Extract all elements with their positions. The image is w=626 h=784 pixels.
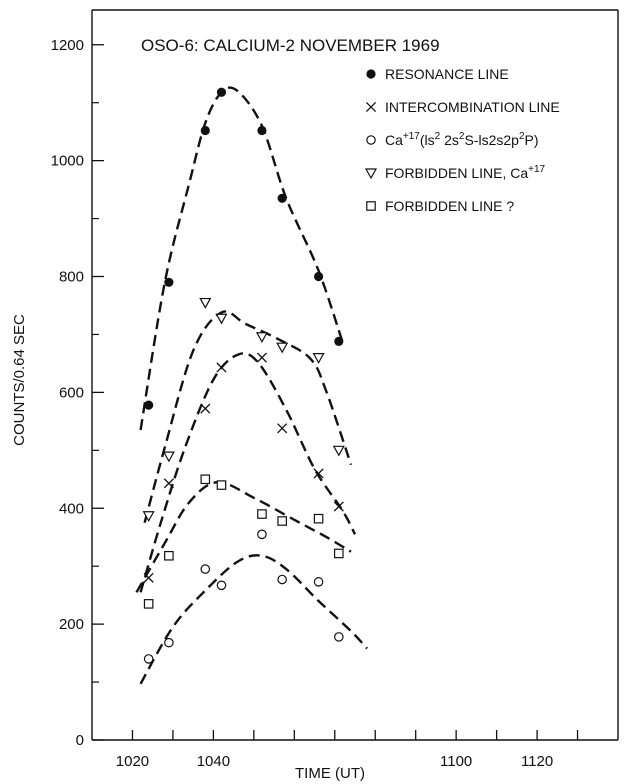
data-point-series-2 [216, 362, 227, 373]
fit-curve-series-2 [139, 352, 357, 593]
y-tick-label: 400 [59, 500, 84, 517]
data-point-series-3 [200, 564, 211, 574]
legend-label-3: Ca+17(ls2 2s2S-ls2s2p2P) [385, 131, 539, 148]
data-point-series-1 [334, 336, 344, 346]
data-point-series-3 [164, 637, 174, 648]
legend-label-5: FORBIDDEN LINE ? [385, 198, 514, 214]
data-point-series-1 [144, 400, 154, 410]
data-point-series-5 [257, 509, 267, 519]
chart-title: OSO-6: CALCIUM-2 NOVEMBER 1969 [141, 36, 440, 55]
data-point-series-2 [143, 572, 154, 583]
y-tick-label: 600 [59, 384, 84, 401]
data-point-series-5 [216, 480, 227, 490]
y-axis-label: COUNTS/0.64 SEC [11, 314, 28, 446]
data-point-series-3 [277, 574, 287, 585]
legend-marker-1 [366, 69, 376, 79]
fit-curve-series-5 [135, 480, 352, 593]
data-point-series-5 [313, 513, 324, 524]
plot-frame [91, 9, 619, 741]
legend-marker-4 [364, 168, 378, 180]
x-tick-label: 1040 [197, 753, 230, 770]
data-point-series-5 [334, 548, 344, 559]
data-point-series-3 [257, 529, 267, 540]
x-tick-label: 1100 [440, 753, 472, 770]
data-point-series-4 [215, 313, 228, 325]
data-point-series-5 [277, 516, 287, 526]
data-point-series-4 [255, 332, 268, 343]
x-tick-label: 1120 [521, 753, 553, 770]
data-point-series-5 [200, 474, 211, 485]
legend-marker-2 [365, 101, 377, 113]
data-point-series-4 [332, 445, 345, 457]
fit-curve-series-4 [143, 310, 353, 524]
y-tick-label: 1200 [51, 37, 84, 54]
data-point-series-2 [313, 468, 324, 479]
legend: RESONANCE LINE INTERCOMBINATION LINE Ca+17… [364, 66, 560, 214]
data-point-series-3 [313, 577, 324, 587]
data-point-series-1 [313, 271, 324, 282]
legend-label-1: RESONANCE LINE [385, 66, 509, 82]
y-tick-label: 200 [59, 616, 84, 633]
y-ticks: 0 200 400 600 800 1000 1200 [51, 37, 104, 749]
data-point-series-2 [256, 352, 267, 363]
x-tick-label: 1020 [116, 753, 149, 770]
data-point-series-4 [162, 451, 175, 463]
x-axis-label: TIME (UT) [295, 765, 365, 782]
y-tick-label: 1000 [51, 153, 84, 170]
data-point-series-1 [277, 193, 287, 203]
data-point-series-1 [164, 277, 174, 287]
data-point-series-3 [334, 632, 344, 642]
data-point-series-2 [277, 423, 288, 434]
y-tick-label: 800 [59, 269, 84, 286]
data-point-series-1 [216, 87, 227, 97]
data-point-series-3 [143, 654, 154, 664]
fit-curves [135, 86, 368, 685]
data-point-series-4 [199, 297, 212, 309]
data-markers [142, 87, 345, 664]
data-point-series-4 [276, 342, 289, 354]
data-point-series-5 [164, 550, 174, 561]
legend-label-4: FORBIDDEN LINE, Ca+17 [385, 164, 546, 181]
legend-label-2: INTERCOMBINATION LINE [385, 99, 560, 115]
y-tick-label: 0 [76, 732, 84, 749]
data-point-series-5 [143, 599, 154, 609]
x-ticks: 1020 1040 1100 1120 [116, 730, 579, 770]
data-point-series-4 [142, 511, 155, 523]
fit-curve-series-1 [139, 86, 345, 431]
data-point-series-2 [163, 478, 174, 489]
data-point-series-1 [200, 125, 210, 136]
data-point-series-2 [333, 501, 344, 512]
legend-marker-3 [366, 135, 376, 145]
data-point-series-1 [257, 125, 267, 136]
legend-marker-5 [366, 201, 376, 211]
data-point-series-2 [200, 403, 211, 414]
data-point-series-4 [312, 353, 325, 364]
fit-curve-series-3 [139, 554, 368, 685]
data-point-series-3 [216, 580, 227, 591]
